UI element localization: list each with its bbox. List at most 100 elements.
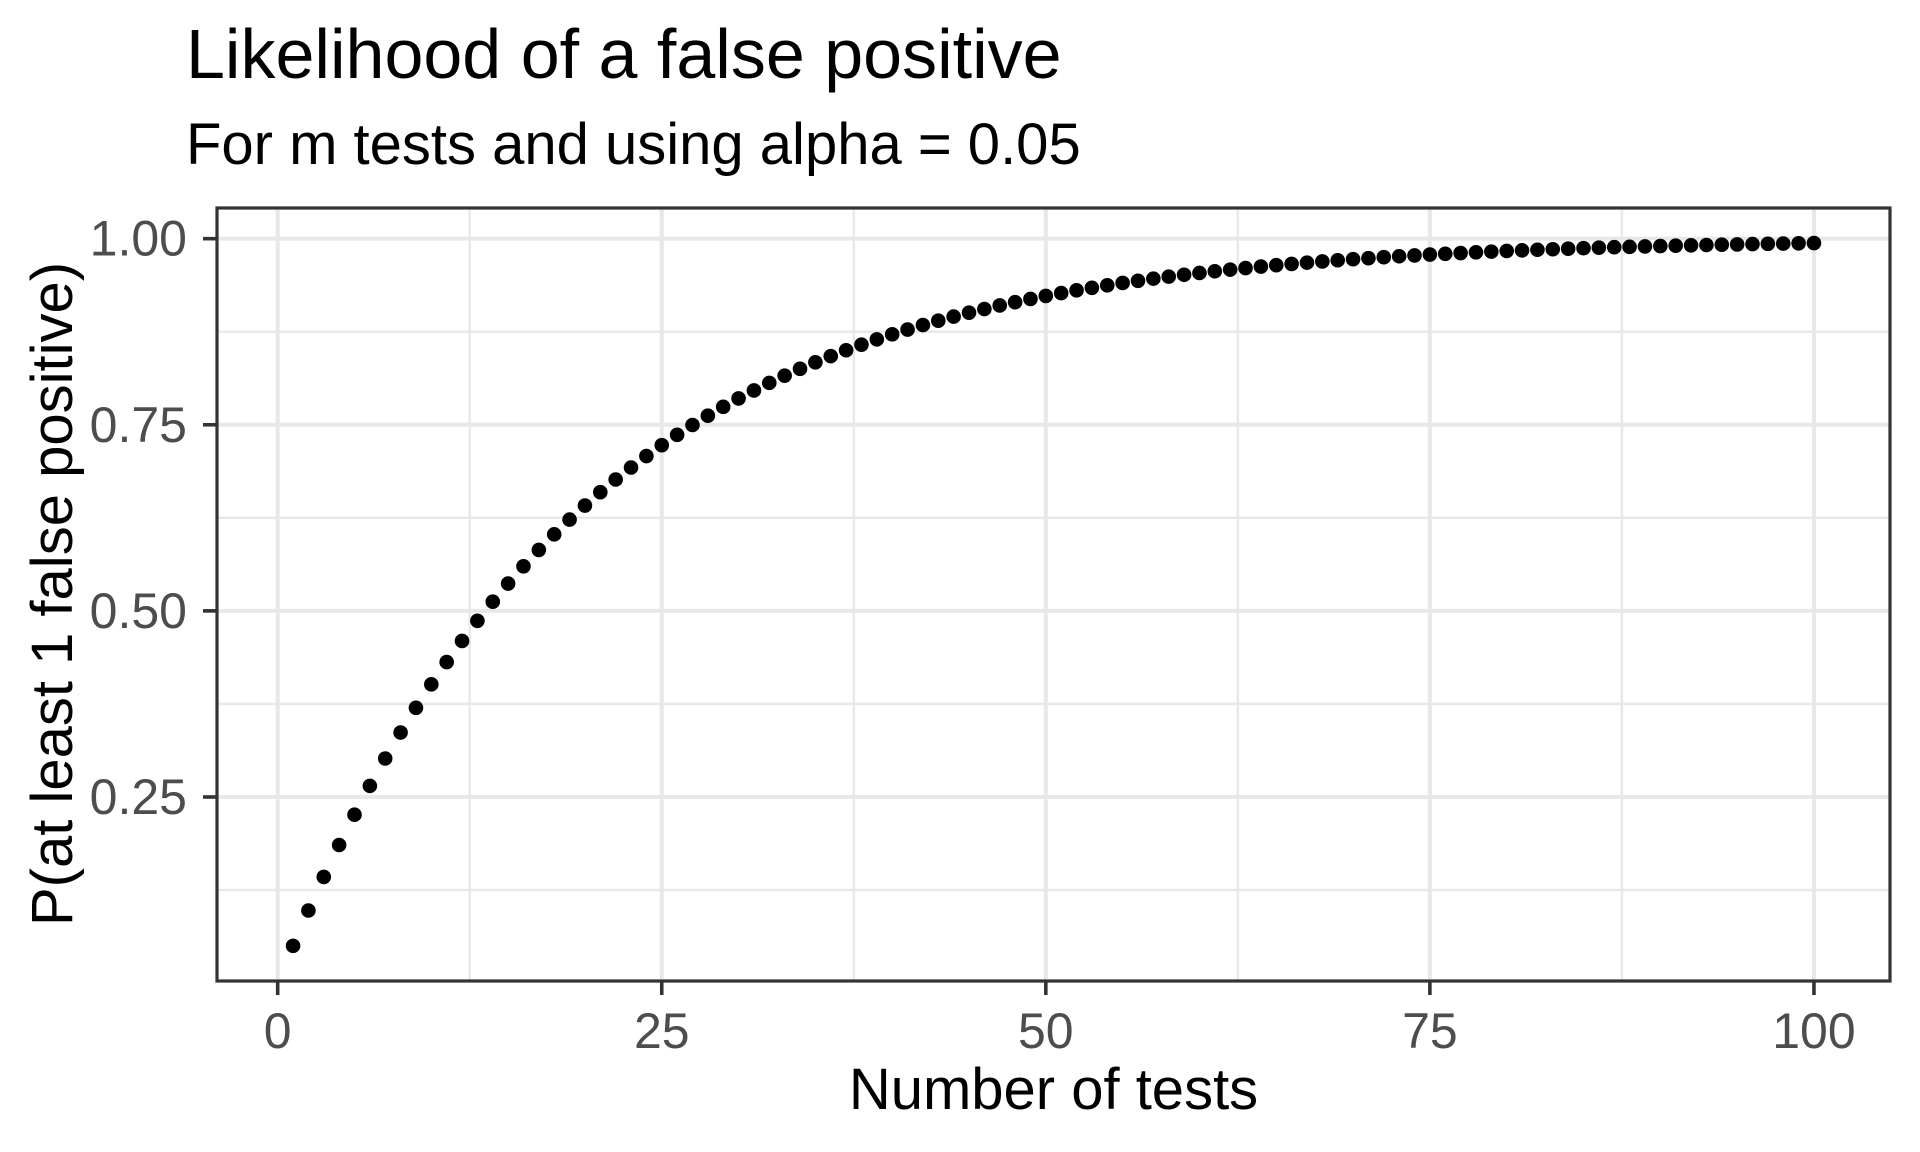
- data-point: [1391, 248, 1407, 264]
- data-point: [1253, 259, 1269, 274]
- data-point: [377, 751, 393, 766]
- data-point: [285, 938, 301, 954]
- data-point: [1576, 240, 1591, 256]
- data-point: [470, 613, 485, 629]
- data-point: [1545, 241, 1561, 257]
- data-point: [1653, 238, 1668, 254]
- data-point: [1207, 263, 1223, 279]
- data-point: [1007, 294, 1023, 310]
- data-point: [1437, 246, 1453, 262]
- data-point: [1714, 237, 1730, 252]
- data-point: [1760, 236, 1776, 252]
- data-point: [1376, 249, 1392, 265]
- data-point: [562, 512, 577, 527]
- data-point: [1606, 239, 1622, 255]
- data-point: [1729, 237, 1745, 252]
- data-point: [654, 437, 670, 453]
- data-point: [1530, 242, 1545, 258]
- data-point: [1053, 285, 1069, 301]
- data-point: [1192, 265, 1207, 281]
- data-point: [761, 375, 777, 391]
- data-point: [992, 298, 1008, 313]
- data-point: [669, 427, 685, 443]
- data-point: [1161, 269, 1177, 284]
- data-point: [1084, 280, 1100, 296]
- data-point: [808, 355, 823, 370]
- data-point: [1330, 252, 1346, 268]
- data-point: [301, 903, 316, 918]
- data-point: [961, 305, 977, 320]
- data-point: [838, 342, 854, 358]
- data-point: [1683, 237, 1699, 253]
- data-point: [500, 576, 516, 591]
- data-point: [1222, 262, 1238, 277]
- data-point: [1146, 271, 1161, 286]
- data-point: [1468, 244, 1484, 260]
- data-point: [792, 361, 808, 377]
- x-tick-label: 25: [634, 1003, 690, 1059]
- data-point: [347, 807, 362, 822]
- x-tick-label: 50: [1018, 1003, 1074, 1059]
- data-point: [1130, 273, 1146, 289]
- data-point: [1038, 288, 1054, 304]
- y-tick-label: 0.75: [90, 397, 187, 453]
- data-point: [900, 322, 915, 337]
- data-point: [930, 313, 946, 329]
- data-point: [1023, 291, 1038, 307]
- panel-background: [217, 208, 1890, 981]
- panel-border: [215, 206, 1892, 983]
- data-point: [1345, 251, 1361, 267]
- data-point: [424, 677, 439, 692]
- data-point: [531, 542, 547, 558]
- y-axis-title: P(at least 1 false positive): [20, 261, 85, 927]
- data-point: [623, 460, 639, 475]
- data-point: [608, 472, 623, 487]
- x-tick-label: 75: [1402, 1003, 1458, 1059]
- data-point: [1560, 241, 1576, 257]
- data-point: [977, 301, 992, 317]
- data-point: [823, 348, 839, 364]
- data-point: [1176, 267, 1192, 283]
- data-point: [1284, 256, 1299, 272]
- data-point: [777, 368, 792, 383]
- data-point: [1668, 238, 1683, 253]
- data-point: [715, 399, 731, 415]
- data-point: [884, 327, 900, 342]
- data-point: [1775, 236, 1791, 251]
- data-point: [485, 594, 501, 610]
- data-point: [1806, 235, 1822, 251]
- data-point: [393, 725, 408, 740]
- data-point: [1622, 239, 1637, 255]
- data-point: [1315, 254, 1330, 269]
- data-point: [1699, 237, 1714, 253]
- y-tick-label: 0.25: [90, 769, 187, 825]
- data-point: [915, 317, 931, 333]
- data-point: [854, 337, 869, 352]
- data-point: [639, 448, 654, 464]
- data-point: [516, 558, 531, 574]
- data-point: [331, 837, 347, 853]
- data-point: [454, 633, 470, 649]
- data-point: [1268, 257, 1284, 273]
- chart-title: Likelihood of a false positive: [186, 15, 1062, 93]
- data-point: [685, 417, 700, 433]
- data-point: [1453, 245, 1468, 261]
- data-point: [1299, 255, 1315, 270]
- data-point: [577, 498, 593, 513]
- data-point: [1238, 260, 1253, 276]
- data-point: [1745, 236, 1760, 252]
- data-point: [592, 484, 608, 500]
- data-point: [1099, 278, 1115, 293]
- data-point: [439, 654, 454, 670]
- y-tick-label: 0.50: [90, 583, 187, 639]
- data-point: [1484, 244, 1499, 259]
- x-tick-label: 100: [1772, 1003, 1855, 1059]
- data-point: [746, 383, 762, 398]
- data-point: [408, 700, 424, 716]
- data-point: [1637, 239, 1653, 254]
- data-point: [946, 309, 961, 324]
- data-point: [316, 869, 332, 885]
- data-point: [700, 408, 716, 423]
- data-point: [1115, 275, 1130, 291]
